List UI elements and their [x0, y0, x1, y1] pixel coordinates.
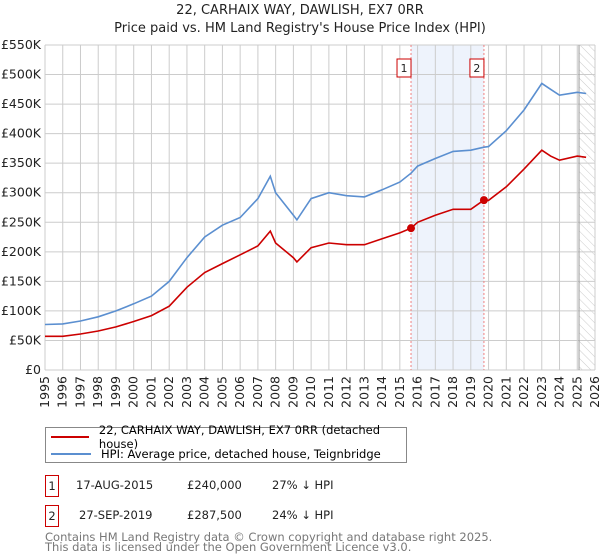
- x-tick-label: 2021: [498, 376, 513, 408]
- x-tick-label: 2000: [126, 376, 141, 408]
- y-tick-label: £550K: [1, 37, 42, 52]
- y-tick-label: £50K: [9, 332, 42, 347]
- transaction-hpi: 27% ↓ HPI: [272, 478, 334, 492]
- price-chart: 1995 1996 1997 1998 1999 2000 2001 2002 2003 2004…: [1, 37, 600, 408]
- x-tick-label: 1997: [72, 376, 87, 408]
- shaded-period: [411, 45, 484, 370]
- y-tick-label: £350K: [1, 155, 42, 170]
- annotation-badge: [396, 58, 412, 78]
- x-tick-label: 2026: [587, 376, 600, 408]
- y-tick-label: £200K: [1, 244, 42, 259]
- y-tick-label: £250K: [1, 214, 42, 229]
- plot-area: [45, 45, 595, 370]
- sale-point: [407, 224, 416, 233]
- x-tick-label: 2015: [392, 376, 407, 408]
- hpi-line: [44, 82, 587, 326]
- x-tick-label: 2002: [161, 376, 176, 408]
- x-tick-label: 2017: [427, 376, 442, 408]
- legend-swatch-blue: [51, 453, 91, 455]
- legend: 22, CARHAIX WAY, DAWLISH, EX7 0RR (detac…: [45, 423, 407, 463]
- chart-title: 22, CARHAIX WAY, DAWLISH, EX7 0RR: [176, 3, 424, 18]
- x-tick-label: 2009: [285, 376, 300, 408]
- x-tick-label: 2004: [197, 376, 212, 408]
- x-tick-label: 1998: [90, 376, 105, 408]
- x-tick-label: 2019: [463, 376, 478, 408]
- annotation-label: 1: [401, 62, 408, 75]
- legend-item-property: 22, CARHAIX WAY, DAWLISH, EX7 0RR (detac…: [51, 423, 406, 451]
- hatched-region: [579, 45, 595, 370]
- transaction-badge: 1: [45, 475, 59, 497]
- y-tick-label: £400K: [1, 126, 42, 141]
- chart-subtitle: Price paid vs. HM Land Registry's House …: [114, 21, 486, 36]
- footer-copyright: Contains HM Land Registry data © Crown c…: [45, 530, 493, 544]
- legend-swatch-red: [51, 436, 89, 438]
- x-tick-label: 2013: [356, 376, 371, 408]
- x-tick-label: 2003: [179, 376, 194, 408]
- y-tick-label: £300K: [1, 185, 42, 200]
- transaction-date: 17-AUG-2015: [76, 478, 154, 492]
- x-tick-label: 1999: [108, 376, 123, 408]
- transaction-badge: 2: [45, 505, 59, 527]
- x-tick-label: 2023: [534, 376, 549, 408]
- annotation-label: 2: [473, 62, 480, 75]
- y-tick-label: £150K: [1, 273, 42, 288]
- x-tick-label: 2008: [268, 376, 283, 408]
- x-tick-label: 1995: [37, 376, 52, 408]
- y-tick-label: £100K: [1, 303, 42, 318]
- y-tick-label: £500K: [1, 67, 42, 82]
- y-tick-label: £450K: [1, 96, 42, 111]
- transaction-date: 27-SEP-2019: [79, 508, 153, 522]
- y-tick-label: £0: [25, 362, 41, 377]
- price-paid-line: [45, 149, 587, 338]
- footer-licence: This data is licensed under the Open Gov…: [45, 540, 412, 554]
- x-tick-label: 2016: [410, 376, 425, 408]
- x-tick-label: 2011: [321, 376, 336, 408]
- x-tick-label: 2014: [374, 376, 389, 408]
- legend-item-hpi: HPI: Average price, detached house, Teig…: [51, 445, 381, 463]
- annotation-badge: [469, 58, 485, 78]
- x-tick-label: 2001: [143, 376, 158, 408]
- x-tick-label: 2005: [214, 376, 229, 408]
- transaction-price: £240,000: [187, 478, 242, 492]
- x-tick-label: 2020: [481, 376, 496, 408]
- legend-label: 22, CARHAIX WAY, DAWLISH, EX7 0RR (detac…: [98, 423, 381, 451]
- legend-label: HPI: Average price, detached house, Teig…: [101, 447, 381, 461]
- x-tick-label: 2024: [552, 376, 567, 408]
- x-tick-label: 2018: [445, 376, 460, 408]
- x-tick-label: 2007: [250, 376, 265, 408]
- x-tick-label: 2006: [232, 376, 247, 408]
- transaction-price: £287,500: [187, 508, 242, 522]
- sale-point: [479, 196, 488, 205]
- x-tick-label: 2010: [303, 376, 318, 408]
- x-tick-label: 2022: [516, 376, 531, 408]
- transaction-hpi: 24% ↓ HPI: [272, 508, 334, 522]
- x-tick-label: 2012: [339, 376, 354, 408]
- x-tick-label: 2025: [569, 376, 584, 408]
- x-tick-label: 1996: [55, 376, 70, 408]
